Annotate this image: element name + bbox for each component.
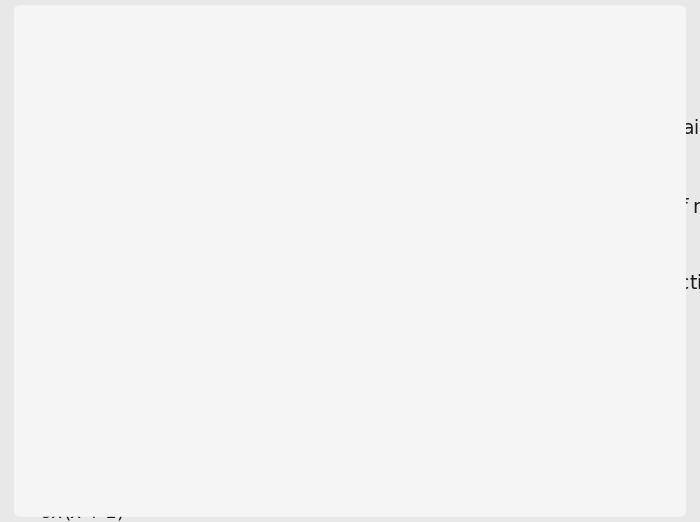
- Text: $9x(x + 1)^2$: $9x(x + 1)^2$: [41, 499, 133, 522]
- Text: $f(x, y) = x(x + 3)^2$: $f(x, y) = x(x + 3)^2$: [41, 358, 197, 384]
- Text: $f(x, y) = 9x(x^3 - 2x + 1)$: $f(x, y) = 9x(x^3 - 2x + 1)$: [41, 405, 256, 431]
- Text: $x$.: $x$.: [18, 306, 36, 325]
- Text: Let $f(x, y) = xy^2$ be defined the on triangle with vertices: Let $f(x, y) = xy^2$ be defined the on t…: [18, 42, 539, 68]
- Text: assume an extreme value.: assume an extreme value.: [18, 229, 268, 248]
- Text: $(0, 0), (0, 3)$ and $(1, 0)$.: $(0, 0), (0, 3)$ and $(1, 0)$.: [18, 76, 225, 97]
- Text: One part of the process is to find the points on the hypotenuse where $f$ may: One part of the process is to find the p…: [18, 196, 700, 219]
- Text: $9x^3 + 54x + 81$: $9x^3 + 54x + 81$: [41, 452, 178, 473]
- Text: triangle.: triangle.: [18, 152, 96, 172]
- Text: Let $(x, y)$ be a point on the hypotenuse. Write the value $f(x, y)$ as a functi: Let $(x, y)$ be a point on the hypotenus…: [18, 272, 700, 295]
- Text: We want to find the absolute minimum and maximum values that $f$ attains on this: We want to find the absolute minimum and…: [18, 119, 700, 138]
